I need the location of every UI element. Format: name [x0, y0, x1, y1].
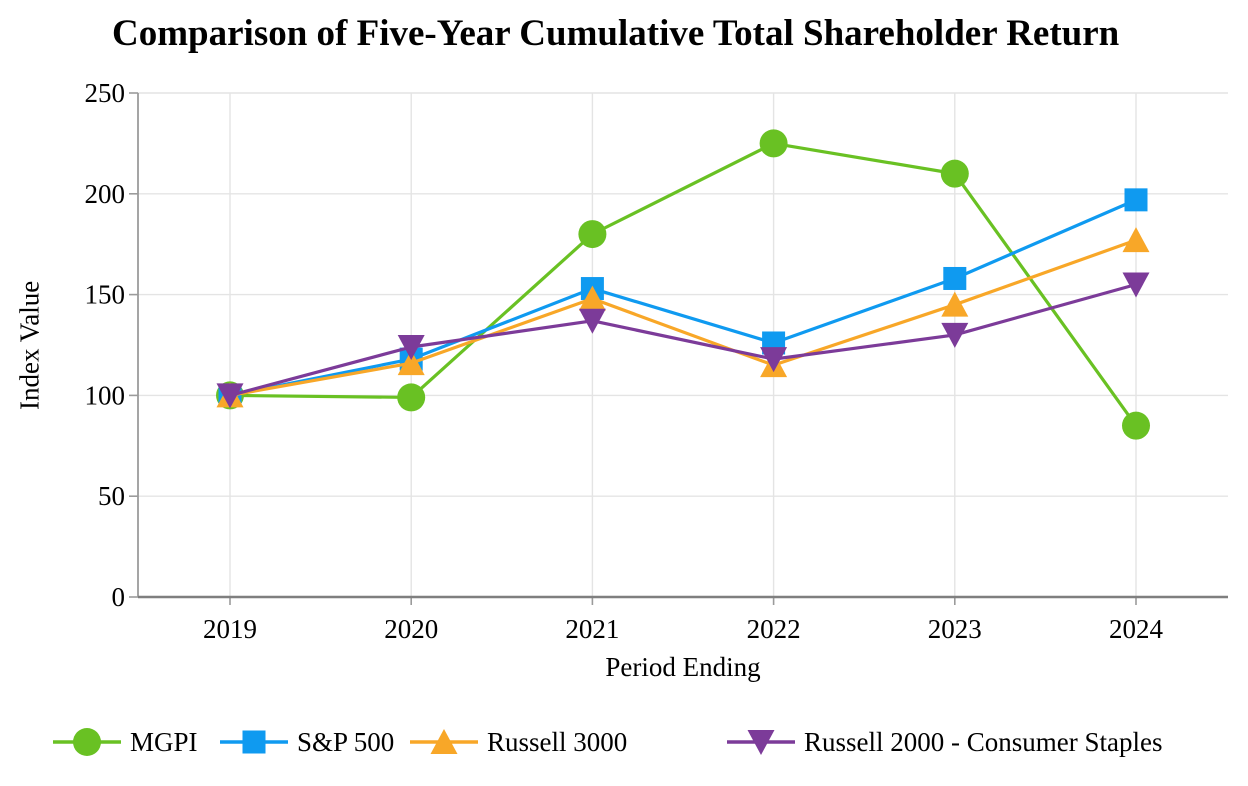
- y-tick-label: 150: [85, 280, 126, 310]
- x-tick-label: 2024: [1109, 614, 1164, 644]
- legend-triangle-down-icon: [747, 730, 775, 755]
- series-marker-triangle-down: [941, 322, 969, 348]
- series-line-triangle-up: [228, 238, 1138, 397]
- y-tick-label: 50: [98, 481, 125, 511]
- y-tick-label: 250: [85, 78, 126, 108]
- series-marker-square: [1124, 188, 1148, 212]
- series-marker-triangle-up: [578, 285, 606, 311]
- series-marker-triangle-up: [397, 350, 425, 376]
- series-marker-triangle-down: [760, 347, 788, 373]
- legend-item-square: S&P 500: [220, 714, 394, 770]
- series-line-circle: [228, 141, 1138, 428]
- legend-item-label: S&P 500: [297, 726, 395, 757]
- x-axis-title: Period Ending: [605, 652, 761, 682]
- legend-square-icon: [242, 730, 266, 754]
- series-marker-circle: [1122, 411, 1150, 440]
- legend-circle-icon: [73, 728, 101, 756]
- legend-item-triangle-down: Russell 2000 - Consumer Staples: [727, 714, 1163, 770]
- series-marker-square: [943, 266, 967, 290]
- legend-marker-icon: [410, 729, 478, 754]
- legend-item-triangle-up: Russell 3000: [410, 714, 627, 770]
- chart-plot-area: 0 50 100 150 200 250 2019 2020 2021 2022 2023 2024: [85, 78, 1228, 644]
- series-marker-triangle-down: [578, 308, 606, 334]
- legend-item-circle: MGPI: [53, 714, 198, 770]
- x-tick-label: 2020: [384, 614, 438, 644]
- series-marker-triangle-down: [216, 383, 244, 409]
- legend-marker-icon: [727, 730, 795, 755]
- chart-title: Comparison of Five-Year Cumulative Total…: [112, 13, 1120, 54]
- legend-marker-icon: [53, 728, 121, 756]
- series-line-square: [228, 198, 1138, 397]
- series-marker-circle: [397, 383, 426, 412]
- series-line-triangle-down: [228, 282, 1138, 397]
- series-marker-circle: [940, 159, 969, 188]
- legend-triangle-up-icon: [430, 729, 458, 754]
- y-tick-label: 0: [112, 582, 126, 612]
- y-tick-label: 100: [85, 380, 126, 410]
- series-marker-triangle-down: [1122, 272, 1150, 298]
- x-tick-label: 2021: [565, 614, 619, 644]
- x-tick-label: 2023: [928, 614, 982, 644]
- series-marker-triangle-up: [1122, 227, 1150, 253]
- legend-item-label: MGPI: [130, 726, 198, 757]
- series-marker-circle: [578, 220, 607, 249]
- y-tick-label: 200: [85, 179, 126, 209]
- x-tick-label: 2022: [747, 614, 801, 644]
- legend-item-label: Russell 3000: [487, 726, 628, 757]
- series-marker-circle: [759, 129, 788, 158]
- series-marker-triangle-down: [397, 335, 425, 361]
- y-axis-title: Index Value: [14, 280, 45, 410]
- legend-marker-icon: [220, 730, 288, 754]
- legend: MGPI S&P 500 Russell 3000 Russell 2000 -…: [0, 714, 1248, 770]
- legend-item-label: Russell 2000 - Consumer Staples: [804, 726, 1163, 757]
- x-tick-label: 2019: [203, 614, 257, 644]
- series-marker-triangle-up: [941, 291, 969, 317]
